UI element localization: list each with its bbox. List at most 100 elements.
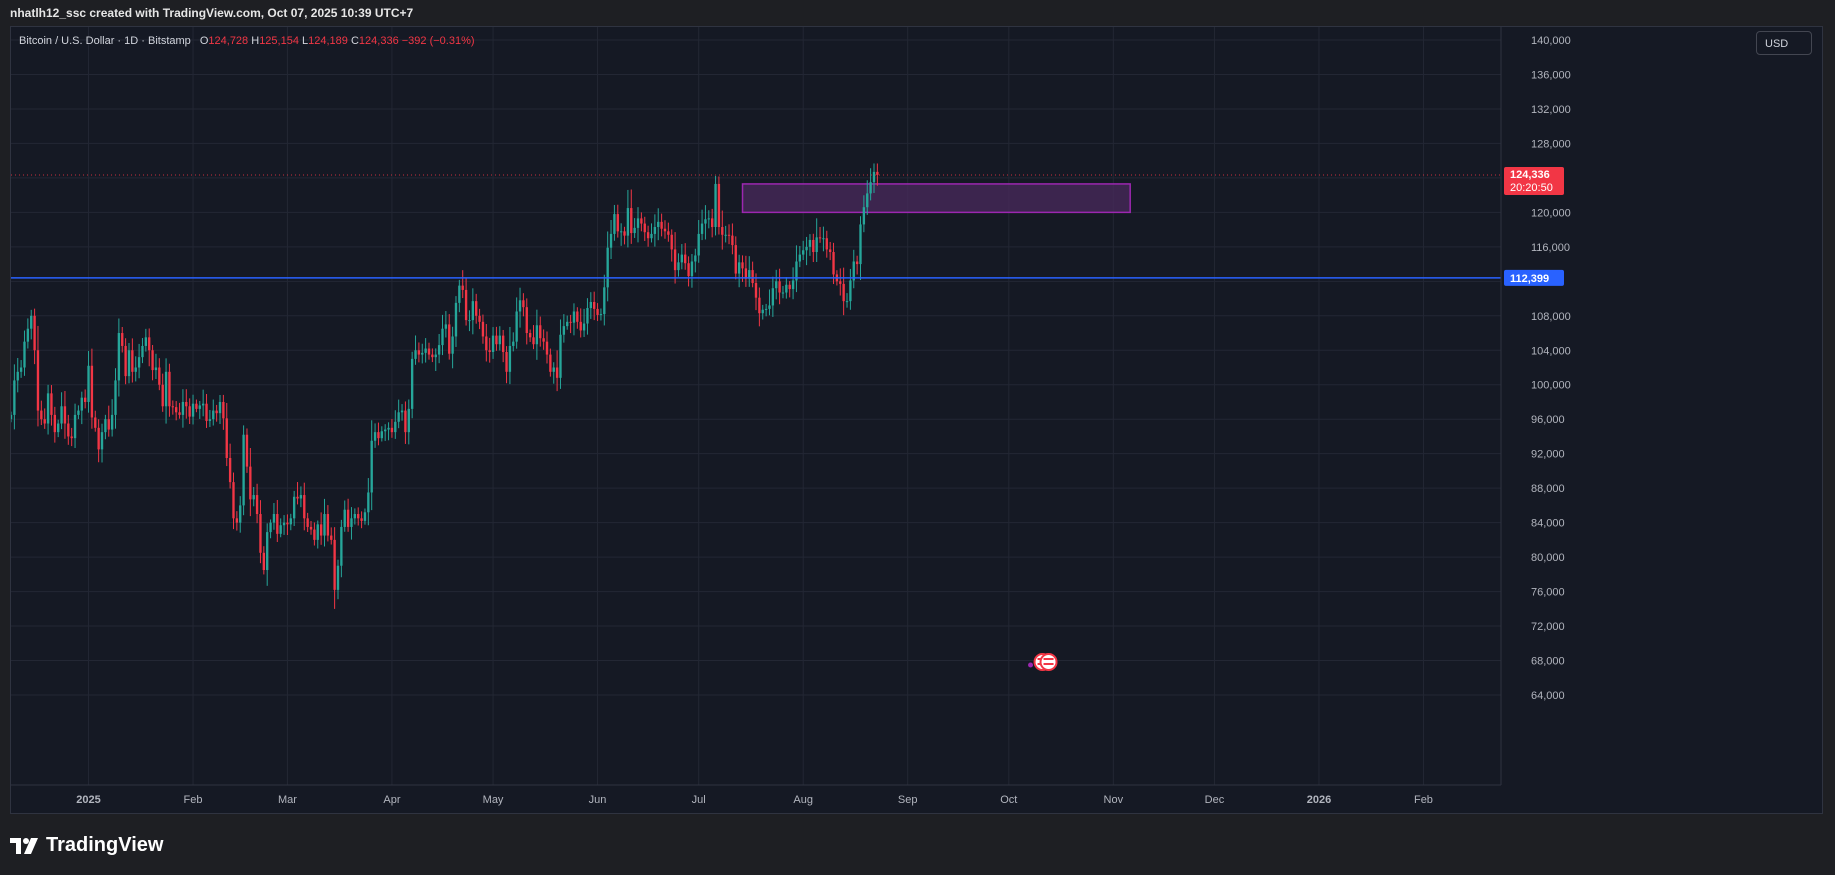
candle-body	[19, 367, 23, 372]
candle-body	[748, 270, 751, 279]
time-axis: 2025 Feb Mar Apr May Jun Jul Aug Sep Oct Nov Dec 202…	[11, 784, 1501, 806]
candle-body	[667, 231, 670, 235]
legend-high-label: H	[251, 35, 260, 47]
candle	[272, 503, 276, 530]
candle-body	[775, 281, 778, 289]
candle-body	[262, 552, 266, 571]
candle-body	[539, 325, 542, 339]
candle-body	[380, 431, 383, 439]
candle-body	[754, 283, 758, 298]
legend-open-label: O	[199, 35, 209, 47]
candle-body	[333, 539, 336, 590]
candle-body	[114, 380, 117, 415]
marker-layer	[1028, 653, 1058, 671]
candle	[266, 523, 269, 586]
candle-body	[636, 218, 640, 228]
candle-body	[505, 351, 508, 372]
chart-credit: nhatlh12_ssc created with TradingView.co…	[10, 6, 414, 20]
candle	[653, 214, 657, 247]
candle-body	[545, 341, 549, 355]
candle	[694, 248, 697, 273]
candle	[289, 513, 292, 531]
candle-body	[330, 535, 333, 540]
candle-body	[751, 270, 754, 284]
price-tick-label: 116,000	[1531, 242, 1570, 254]
candle	[63, 391, 67, 439]
candle-body	[808, 239, 812, 247]
price-tick-label: 72,000	[1531, 621, 1565, 633]
candle-body	[11, 414, 13, 420]
symbol-legend: Bitcoin / U.S. Dollar · 1D · Bitstamp O1…	[19, 35, 475, 47]
candle-body	[737, 262, 741, 274]
candle-body	[242, 434, 245, 506]
candle	[380, 426, 383, 442]
candle	[222, 394, 225, 430]
candle	[616, 204, 619, 238]
candle-body	[623, 231, 626, 236]
candle	[727, 224, 731, 245]
time-tick-label: Mar	[278, 794, 297, 806]
candle	[855, 255, 859, 275]
price-tick-label: 104,000	[1531, 345, 1571, 357]
candle	[798, 246, 802, 268]
candle	[276, 499, 279, 543]
candle-body	[431, 354, 434, 358]
candle-body	[663, 228, 667, 232]
time-tick-label: Jun	[589, 794, 607, 806]
price-chart[interactable]: 64,000 68,000 72,000 76,000 80,000 84,000 88,0…	[11, 27, 1822, 813]
candle	[613, 204, 616, 241]
candle	[67, 414, 70, 445]
candle-body	[707, 218, 710, 220]
currency-button[interactable]: USD	[1756, 31, 1812, 55]
candle	[825, 230, 828, 258]
candle-body	[613, 214, 616, 234]
candle-body	[195, 403, 198, 409]
candle	[161, 373, 164, 412]
candle	[215, 404, 218, 422]
candle-body	[373, 432, 377, 441]
zone-layer	[741, 183, 1131, 214]
candle	[771, 276, 775, 317]
candle	[36, 325, 40, 427]
candle-body	[468, 320, 471, 322]
candle	[667, 222, 670, 242]
candle-body	[309, 526, 313, 530]
candle	[700, 209, 704, 241]
candle-body	[677, 262, 680, 271]
candle	[876, 163, 879, 186]
candle	[448, 314, 451, 360]
candle-body	[73, 414, 77, 439]
resistance-zone	[741, 183, 1131, 214]
candle-body	[266, 532, 269, 571]
candle-body	[828, 249, 832, 253]
chart-frame[interactable]: 64,000 68,000 72,000 76,000 80,000 84,000 88,0…	[10, 26, 1823, 814]
candle	[70, 427, 73, 447]
candle-body	[97, 427, 100, 450]
candle-body	[154, 367, 158, 371]
candle-body	[171, 406, 174, 408]
candle	[525, 298, 528, 345]
candle	[528, 329, 532, 342]
candle-body	[357, 514, 360, 519]
candle	[198, 400, 201, 419]
candle-body	[387, 427, 390, 430]
candle	[316, 520, 319, 549]
candle	[397, 399, 400, 429]
candle-body	[646, 232, 650, 239]
candle-body	[212, 410, 215, 420]
candle	[589, 292, 592, 319]
candle	[576, 307, 579, 329]
time-tick-label: Oct	[1000, 794, 1017, 806]
candle-body	[454, 302, 458, 337]
candle-body	[137, 357, 141, 368]
candle-body	[319, 524, 323, 536]
candle-body	[448, 324, 451, 354]
tradingview-brand[interactable]: TradingView	[10, 834, 163, 857]
candle-body	[175, 407, 178, 413]
candle	[87, 350, 90, 413]
candle-body	[249, 466, 252, 500]
support-price-label: 112,399	[1504, 269, 1564, 286]
candle	[552, 362, 555, 384]
candle	[532, 325, 535, 350]
candle-body	[795, 261, 798, 281]
